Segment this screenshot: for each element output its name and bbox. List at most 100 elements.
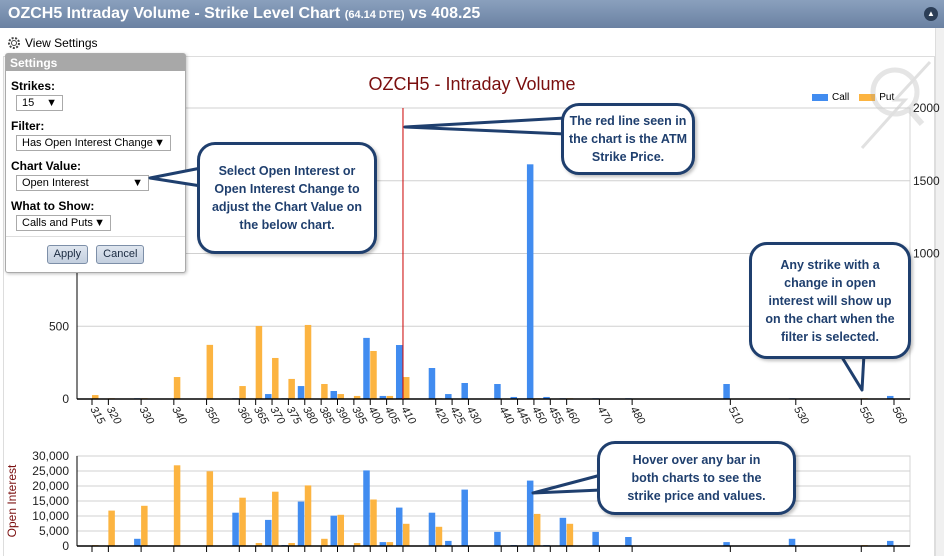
bar-call-510[interactable] [723, 542, 730, 546]
bar-call-425[interactable] [445, 540, 452, 546]
bar-call-530[interactable] [788, 538, 796, 546]
y-tick-label: 10,000 [32, 509, 69, 523]
bar-put-400[interactable] [370, 350, 377, 399]
x-tick-label: 320 [104, 405, 124, 428]
bar-call-430[interactable] [461, 382, 468, 399]
strikes-value: 15 [22, 97, 35, 109]
bar-call-405[interactable] [379, 395, 387, 399]
bar-call-440[interactable] [494, 384, 501, 399]
scrollbar[interactable] [935, 28, 944, 556]
bar-call-450[interactable] [526, 480, 534, 546]
legend-put[interactable]: Put [859, 92, 894, 103]
bar-call-400[interactable] [363, 337, 370, 399]
bar-call-380[interactable] [297, 386, 305, 399]
bar-call-440[interactable] [494, 531, 501, 546]
bar-put-395[interactable] [353, 395, 361, 399]
bar-call-390[interactable] [330, 390, 338, 399]
filter-select[interactable]: Has Open Interest Change ▼ [16, 135, 171, 151]
bar-call-445[interactable] [510, 396, 518, 399]
bar-put-365[interactable] [255, 543, 263, 546]
bar-call-430[interactable] [461, 489, 468, 546]
collapse-icon[interactable]: ▲ [924, 7, 938, 21]
bar-put-370[interactable] [272, 357, 279, 399]
bar-put-405[interactable] [386, 542, 394, 546]
chart-value-label: Chart Value: [11, 159, 82, 173]
y-tick-label: 15,000 [32, 494, 69, 508]
bar-put-420[interactable] [435, 526, 443, 546]
bar-put-360[interactable] [239, 497, 246, 546]
bar-call-330[interactable] [134, 538, 141, 546]
bar-call-380[interactable] [297, 501, 305, 546]
bar-put-390[interactable] [337, 394, 345, 399]
gear-icon [8, 37, 20, 49]
view-settings-button[interactable]: View Settings [6, 35, 98, 51]
legend-call[interactable]: Call [812, 92, 849, 103]
bar-put-410[interactable] [402, 523, 410, 546]
y-tick-label: 1500 [913, 174, 940, 188]
what-to-show-select[interactable]: Calls and Puts ▼ [16, 215, 111, 231]
bar-call-420[interactable] [428, 512, 436, 546]
bar-put-315[interactable] [92, 395, 99, 399]
legend-put-label: Put [879, 92, 895, 103]
callout-settings: Select Open Interest or Open Interest Ch… [197, 142, 377, 254]
y-tick-label: 500 [49, 319, 69, 333]
bar-call-360[interactable] [232, 512, 239, 546]
bar-call-510[interactable] [723, 384, 730, 399]
x-tick-label: 425 [447, 405, 467, 428]
bar-put-460[interactable] [566, 523, 574, 546]
bar-put-380[interactable] [304, 485, 312, 546]
what-to-show-label: What to Show: [11, 199, 95, 213]
settings-title: Settings [6, 54, 185, 71]
bar-call-480[interactable] [625, 537, 632, 546]
bar-put-320[interactable] [108, 510, 115, 546]
bar-put-365[interactable] [255, 325, 263, 399]
bar-put-450[interactable] [533, 513, 541, 546]
bar-call-405[interactable] [379, 542, 387, 546]
x-tick-label: 395 [349, 405, 369, 428]
bar-put-375[interactable] [288, 543, 295, 546]
bar-call-560[interactable] [887, 540, 894, 546]
bar-call-420[interactable] [428, 368, 436, 399]
bar-put-400[interactable] [370, 499, 377, 547]
view-settings-label: View Settings [25, 36, 98, 50]
bar-call-370[interactable] [265, 519, 272, 546]
strikes-select[interactable]: 15 ▼ [16, 95, 63, 111]
bar-call-370[interactable] [265, 394, 272, 399]
bar-put-360[interactable] [239, 386, 246, 399]
dropdown-arrow-icon: ▼ [94, 217, 105, 229]
bar-put-405[interactable] [386, 395, 394, 399]
bar-put-350[interactable] [206, 344, 214, 399]
bar-put-340[interactable] [173, 377, 181, 399]
bar-call-400[interactable] [363, 470, 370, 546]
bar-call-460[interactable] [559, 517, 567, 546]
bar-put-375[interactable] [288, 378, 295, 399]
chart-value-select[interactable]: Open Interest ▼ [16, 175, 149, 191]
bar-put-385[interactable] [321, 538, 328, 546]
legend-call-label: Call [832, 92, 850, 103]
bar-call-410[interactable] [395, 345, 403, 399]
bar-put-350[interactable] [206, 471, 214, 546]
bar-call-455[interactable] [543, 396, 550, 399]
x-tick-label: 410 [398, 405, 418, 428]
bar-put-395[interactable] [353, 543, 361, 546]
bar-put-385[interactable] [321, 384, 328, 399]
y-tick-label: 2000 [913, 101, 940, 115]
bar-call-425[interactable] [445, 394, 452, 399]
cancel-button[interactable]: Cancel [96, 245, 145, 264]
strikes-label: Strikes: [11, 79, 56, 93]
x-tick-label: 550 [857, 405, 877, 428]
bar-put-370[interactable] [272, 491, 279, 546]
bar-put-410[interactable] [402, 377, 410, 399]
callout-red-line: The red line seen in the chart is the AT… [561, 103, 695, 175]
bar-call-450[interactable] [526, 164, 534, 399]
bar-call-470[interactable] [592, 531, 599, 546]
bar-call-410[interactable] [395, 507, 403, 546]
bar-put-340[interactable] [173, 465, 181, 546]
bar-call-560[interactable] [887, 395, 894, 399]
bar-put-390[interactable] [337, 514, 345, 546]
bar-put-330[interactable] [141, 505, 148, 546]
bar-put-380[interactable] [304, 324, 312, 399]
bar-call-390[interactable] [330, 515, 338, 546]
apply-button[interactable]: Apply [46, 245, 89, 264]
x-tick-label: 560 [889, 405, 909, 428]
